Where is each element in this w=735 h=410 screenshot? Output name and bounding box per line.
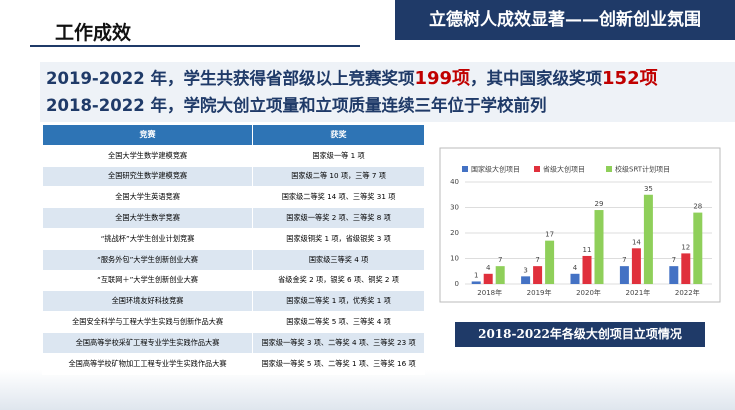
banner: 立德树人成效显著——创新创业氛围 bbox=[395, 0, 735, 40]
header-cell: 获奖 bbox=[252, 124, 425, 146]
bar bbox=[631, 248, 641, 284]
data-label: 4 bbox=[486, 264, 491, 272]
bar bbox=[619, 266, 629, 284]
cell: 全国研究生数学建模竞赛 bbox=[41, 165, 254, 188]
data-label: 12 bbox=[681, 243, 690, 251]
data-label: 35 bbox=[644, 185, 653, 193]
data-label: 11 bbox=[583, 246, 592, 254]
data-label: 17 bbox=[545, 231, 554, 239]
table: 竞赛 获奖 全国大学生数学建模竞赛 国家级一等 1 项全国研究生数学建模竞赛 国家级二等… bbox=[41, 124, 425, 375]
bar bbox=[693, 212, 703, 284]
legend-label: 校级SRT计划项目 bbox=[615, 165, 670, 174]
cell: 国家级二等 10 项，三等 7 项 bbox=[252, 165, 425, 188]
cell: 国家级一等奖 2 项、三等奖 8 项 bbox=[252, 207, 425, 229]
bar bbox=[582, 255, 592, 284]
headline-text: 152项 bbox=[602, 68, 658, 89]
x-tick-label: 2019年 bbox=[527, 288, 552, 297]
headline-text: 2019-2022 年，学生共获得省部级以上竞赛奖项 bbox=[46, 69, 415, 88]
data-label: 7 bbox=[672, 256, 676, 264]
legend-swatch bbox=[462, 166, 468, 172]
x-tick-label: 2020年 bbox=[576, 288, 601, 297]
headline-line: 2018-2022 年，学院大创立项量和立项质量连续三年位于学校前列 bbox=[46, 92, 546, 116]
y-tick-label: 40 bbox=[450, 178, 459, 186]
bar bbox=[471, 281, 481, 284]
data-label: 14 bbox=[632, 238, 641, 246]
row: 全国安全科学与工程大学生实践与创新作品大赛 国家级二等奖 5 项、三等奖 4 项 bbox=[41, 311, 425, 333]
y-tick-label: 10 bbox=[450, 255, 459, 263]
cell: 国家级一等奖 5 项、二等奖 1 项、三等奖 16 项 bbox=[252, 352, 425, 375]
headline-text: ，其中国家级奖项 bbox=[470, 69, 603, 88]
bar bbox=[495, 266, 505, 284]
bar bbox=[594, 210, 604, 284]
row: 全国大学生数学竞赛 国家级一等奖 2 项、三等奖 8 项 bbox=[41, 207, 425, 229]
cell: 国家级二等奖 14 项、三等奖 31 项 bbox=[252, 186, 425, 209]
row: 全国大学生英语竞赛 国家级二等奖 14 项、三等奖 31 项 bbox=[41, 186, 425, 209]
x-tick-label: 2018年 bbox=[477, 288, 502, 297]
cell: 省级金奖 2 项，银奖 6 项、铜奖 2 项 bbox=[252, 269, 425, 292]
row: 全国高等学校矿物加工工程专业学生实践作品大赛 国家级一等奖 5 项、二等奖 1 项… bbox=[41, 352, 425, 375]
cell: 全国环境友好科技竞赛 bbox=[41, 290, 254, 313]
row: 全国研究生数学建模竞赛 国家级二等 10 项，三等 7 项 bbox=[41, 165, 425, 188]
x-tick-label: 2022年 bbox=[675, 288, 700, 297]
decor bbox=[0, 370, 735, 410]
cell: 全国大学生数学竞赛 bbox=[41, 207, 254, 229]
row: 全国环境友好科技竞赛 国家级二等奖 1 项，优秀奖 1 项 bbox=[41, 290, 425, 313]
y-tick-label: 0 bbox=[455, 280, 459, 288]
caption: 2018-2022年各级大创项目立项情况 bbox=[455, 322, 705, 347]
data-label: 28 bbox=[693, 203, 702, 211]
cell: 全国大学生英语竞赛 bbox=[41, 186, 254, 209]
y-tick-label: 20 bbox=[450, 229, 459, 237]
cell: 国家级一等奖 3 项、二等奖 4 项、三等奖 23 项 bbox=[252, 331, 425, 354]
data-label: 1 bbox=[474, 271, 478, 279]
bar bbox=[669, 266, 679, 284]
headline-line: 2019-2022 年，学生共获得省部级以上竞赛奖项199项，其中国家级奖项15… bbox=[46, 64, 658, 90]
header-cell: 竞赛 bbox=[41, 124, 254, 146]
bar bbox=[681, 253, 691, 284]
bar bbox=[643, 194, 653, 284]
headline: 2019-2022 年，学生共获得省部级以上竞赛奖项199项，其中国家级奖项15… bbox=[40, 62, 735, 122]
headline-text: 2018-2022 年，学院大创立项量和立项质量连续三年位于学校前列 bbox=[46, 96, 547, 115]
data-label: 4 bbox=[573, 264, 578, 272]
data-label: 3 bbox=[523, 266, 527, 274]
data-label: 7 bbox=[535, 256, 539, 264]
row: “互联网＋”大学生创新创业大赛 省级金奖 2 项，银奖 6 项、铜奖 2 项 bbox=[41, 269, 425, 292]
cell: 国家级三等奖 4 项 bbox=[252, 248, 425, 271]
bar bbox=[545, 240, 555, 284]
header-row: 竞赛 获奖 bbox=[41, 124, 425, 146]
data-label: 29 bbox=[595, 200, 604, 208]
data-label: 7 bbox=[622, 256, 626, 264]
bar bbox=[521, 276, 531, 284]
bar bbox=[570, 273, 580, 284]
cell: “挑战杯”大学生创业计划竞赛 bbox=[41, 227, 254, 250]
row: 全国大学生数学建模竞赛 国家级一等 1 项 bbox=[41, 144, 425, 167]
x-tick-label: 2021年 bbox=[625, 288, 650, 297]
legend-label: 国家级大创项目 bbox=[471, 165, 520, 174]
row: “挑战杯”大学生创业计划竞赛 国家级铜奖 1 项，省级银奖 3 项 bbox=[41, 227, 425, 250]
legend-swatch bbox=[534, 166, 540, 172]
legend-swatch bbox=[606, 166, 612, 172]
y-tick-label: 30 bbox=[450, 204, 459, 212]
section-title: 工作成效 bbox=[55, 22, 132, 44]
bar bbox=[533, 266, 543, 284]
cell: 国家级铜奖 1 项，省级银奖 3 项 bbox=[252, 227, 425, 250]
rule bbox=[30, 45, 360, 47]
legend-label: 省级大创项目 bbox=[543, 165, 585, 174]
cell: 国家级一等 1 项 bbox=[252, 144, 425, 167]
bar bbox=[483, 273, 493, 284]
data-label: 7 bbox=[498, 256, 502, 264]
cell: 全国高等学校矿物加工工程专业学生实践作品大赛 bbox=[41, 352, 254, 375]
headline-text: 199项 bbox=[414, 68, 471, 89]
